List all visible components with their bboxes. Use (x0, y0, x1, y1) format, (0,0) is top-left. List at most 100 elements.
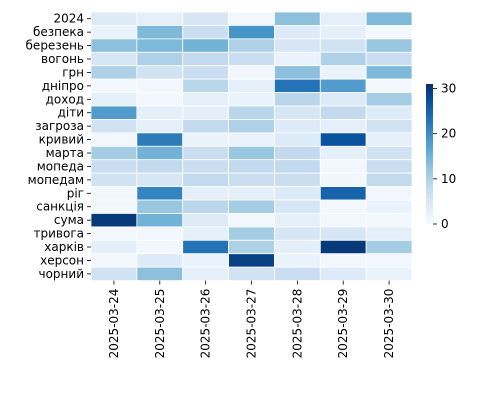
y-tick-label: херсон (40, 253, 84, 267)
heatmap-cell (182, 105, 229, 120)
heatmap-cell (228, 266, 275, 282)
x-tick-label: 2025-03-26 (199, 289, 213, 359)
heatmap-cell (90, 239, 138, 255)
heatmap-cell (365, 172, 413, 187)
heatmap-cell (228, 199, 275, 214)
colorbar-tick-label: 20 (441, 127, 456, 141)
y-tick-label: чорний (39, 267, 85, 281)
heatmap-cell (274, 213, 321, 228)
heatmap-cell (182, 266, 229, 282)
heatmap-cell (365, 186, 413, 201)
heatmap-cell (319, 105, 367, 120)
y-tick-label: вогонь (41, 52, 84, 66)
heatmap-cell (319, 186, 367, 201)
y-tick-label: безпека (33, 25, 84, 39)
heatmap-cell (90, 145, 138, 161)
heatmap-cell (365, 78, 413, 93)
heatmap-cell (228, 25, 275, 40)
y-tick-label: дніпро (42, 79, 84, 93)
y-axis-labels: 2024безпекаберезеньвогоньгрндніпродоходд… (26, 12, 91, 281)
heatmap-cell (136, 78, 184, 93)
y-tick-label: мопедам (28, 173, 84, 187)
heatmap-cell (90, 78, 138, 93)
heatmap-cell (319, 145, 367, 161)
heatmap-cell (365, 92, 413, 107)
heatmap-cell (228, 51, 275, 67)
heatmap-cell (90, 253, 138, 268)
heatmap-cell (90, 186, 138, 201)
heatmap-cell (274, 105, 321, 120)
heatmap-cell (182, 226, 229, 241)
heatmap-cell (136, 38, 184, 53)
colorbar-tick-label: 0 (441, 217, 449, 231)
x-axis-labels: 2025-03-24 2025-03-25 2025-03-26 2025-03-27… (107, 280, 396, 359)
y-tick-label: 2024 (53, 12, 84, 26)
heatmap-cell (319, 172, 367, 187)
heatmap-cell (228, 11, 275, 26)
heatmap-cell (136, 105, 184, 120)
x-tick-label: 2025-03-29 (336, 289, 350, 359)
x-tick-label: 2025-03-27 (245, 289, 259, 359)
heatmap-cell (365, 226, 413, 241)
heatmap-cell (182, 119, 229, 134)
heatmap-cell (319, 239, 367, 255)
y-tick-label: тривога (34, 227, 84, 241)
heatmap-cell (90, 199, 138, 214)
heatmap-cell (182, 11, 229, 26)
heatmap-cell (365, 51, 413, 67)
y-tick-label: березень (26, 39, 84, 53)
heatmap-cell (182, 199, 229, 214)
heatmap-cell (365, 253, 413, 268)
heatmap-cell (365, 119, 413, 134)
heatmap-cell (319, 253, 367, 268)
heatmap-cell (90, 213, 138, 228)
heatmap-cell (274, 92, 321, 107)
heatmap-cell (274, 119, 321, 134)
heatmap-cell (365, 239, 413, 255)
heatmap-cell (274, 253, 321, 268)
heatmap-cell (182, 51, 229, 67)
colorbar-tick-label: 10 (441, 172, 456, 186)
heatmap-cell (319, 92, 367, 107)
heatmap-cell (228, 145, 275, 161)
heatmap-cells (90, 11, 413, 282)
heatmap-cell (228, 65, 275, 80)
heatmap-cell (228, 78, 275, 93)
heatmap-cell (365, 38, 413, 53)
heatmap-cell (228, 186, 275, 201)
y-tick-label: ріг (67, 186, 84, 200)
heatmap-cell (90, 105, 138, 120)
heatmap-cell (274, 145, 321, 161)
heatmap-cell (274, 199, 321, 214)
heatmap-cell (274, 172, 321, 187)
heatmap-cell (228, 253, 275, 268)
heatmap-cell (136, 213, 184, 228)
y-tick-label: санкція (36, 200, 84, 214)
heatmap-cell (136, 145, 184, 161)
heatmap-cell (365, 199, 413, 214)
heatmap-cell (228, 92, 275, 107)
heatmap-cell (274, 266, 321, 282)
heatmap-cell (136, 25, 184, 40)
heatmap-cell (365, 11, 413, 26)
heatmap-cell (90, 11, 138, 26)
heatmap-cell (228, 105, 275, 120)
heatmap-cell (136, 186, 184, 201)
heatmap-cell (274, 186, 321, 201)
heatmap-cell (136, 159, 184, 174)
heatmap-cell (136, 119, 184, 134)
heatmap-cell (365, 213, 413, 228)
heatmap-cell (365, 65, 413, 80)
x-tick-label: 2025-03-30 (382, 289, 396, 359)
colorbar-gradient (426, 84, 433, 224)
y-tick-label: мопеда (37, 159, 84, 173)
heatmap-cell (274, 132, 321, 147)
heatmap-cell (274, 65, 321, 80)
heatmap-cell (365, 25, 413, 40)
heatmap-cell (136, 172, 184, 187)
heatmap-cell (319, 226, 367, 241)
heatmap-cell (365, 159, 413, 174)
heatmap-cell (228, 239, 275, 255)
y-tick-label: кривий (39, 133, 84, 147)
y-tick-label: харків (44, 240, 84, 254)
